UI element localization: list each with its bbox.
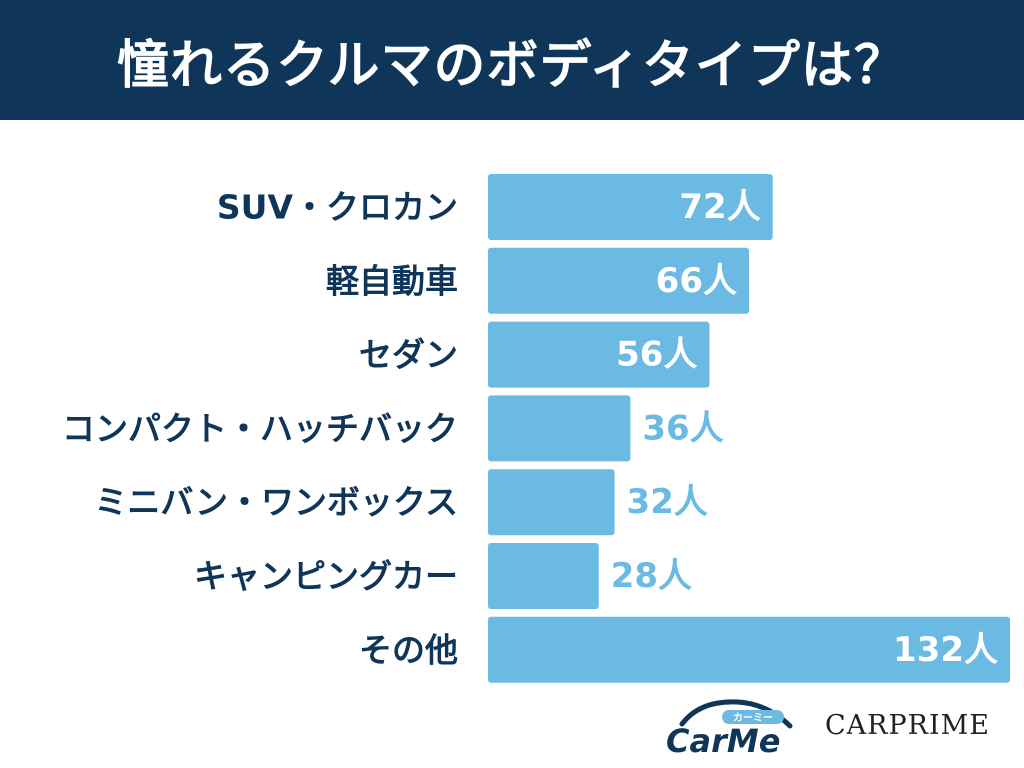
value-label-4: 32人 xyxy=(627,482,708,522)
value-label-5: 28人 xyxy=(611,556,692,596)
carme-logo: カーミー CarMe xyxy=(666,699,793,760)
carme-kana: カーミー xyxy=(733,712,773,724)
category-label-1: 軽自動車 xyxy=(326,261,458,300)
category-label-6: その他 xyxy=(359,630,458,669)
bar-3 xyxy=(488,395,631,462)
carprime-logo: CARPRIME xyxy=(825,710,991,741)
value-label-3: 36人 xyxy=(642,408,723,448)
value-label-0: 72人 xyxy=(679,187,760,227)
value-label-2: 56人 xyxy=(616,335,697,375)
chart-title: 憧れるクルマのボディタイプは？ xyxy=(117,35,907,96)
category-label-5: キャンピングカー xyxy=(194,557,458,596)
footer-logos: カーミー CarMe CARPRIME xyxy=(660,690,1020,760)
bar-0 xyxy=(488,174,773,240)
bar-6 xyxy=(488,616,1010,683)
category-label-4: ミニバン・ワンボックス xyxy=(94,483,458,522)
bar-1 xyxy=(488,247,749,314)
category-label-2: セダン xyxy=(359,335,458,374)
carme-text: CarMe xyxy=(666,722,780,760)
header-banner: 憧れるクルマのボディタイプは？ xyxy=(0,0,1024,120)
category-label-0: SUV・クロカン xyxy=(217,188,458,227)
bar-5 xyxy=(488,543,599,609)
bar-4 xyxy=(488,469,615,536)
value-label-1: 66人 xyxy=(656,261,737,301)
value-label-6: 132人 xyxy=(893,630,998,670)
bar-2 xyxy=(488,321,710,388)
category-label-3: コンパクト・ハッチバック xyxy=(62,409,458,448)
